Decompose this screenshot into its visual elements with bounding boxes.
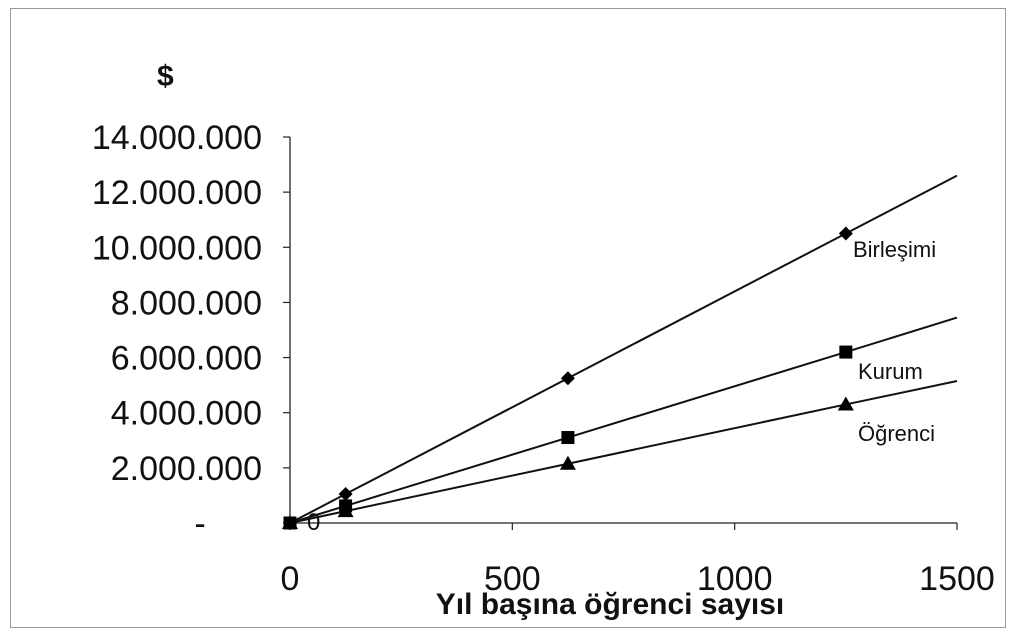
series-lines	[289, 174, 958, 524]
diamond-marker	[560, 371, 575, 386]
series-label: Birleşimi	[853, 237, 936, 262]
y-tick-label: 2.000.000	[111, 450, 262, 488]
triangle-marker	[282, 515, 298, 529]
diamond-marker	[838, 226, 853, 241]
zero-annotation: 0	[307, 509, 320, 536]
square-marker	[839, 345, 853, 359]
axes	[283, 136, 958, 530]
y-tick-label: 4.000.000	[111, 395, 262, 433]
series-label: Öğrenci	[858, 421, 935, 446]
y-unit-label: $	[157, 60, 174, 93]
diamond-marker	[338, 487, 353, 502]
series-markers	[282, 226, 854, 530]
y-tick-label: -	[194, 505, 205, 543]
triangle-marker	[559, 455, 576, 470]
x-tick-label: 500	[484, 560, 541, 598]
x-tick-label: 0	[281, 560, 300, 598]
x-tick-labels: 0 500 1000 1500	[281, 560, 995, 598]
triangle-marker	[837, 396, 854, 411]
x-axis-title: Yıl başına öğrenci sayısı	[436, 588, 785, 621]
y-tick-label: 8.000.000	[111, 284, 262, 322]
series-label: Kurum	[858, 359, 923, 384]
y-tick-label: 14.000.000	[92, 119, 262, 157]
chart-frame	[10, 8, 1006, 628]
square-marker	[561, 431, 575, 445]
x-tick-label: 1500	[919, 560, 995, 598]
series-line	[289, 380, 958, 524]
series-labels: Birleşimi Kurum Öğrenci	[853, 237, 936, 446]
triangle-marker	[337, 503, 354, 518]
y-tick-label: 10.000.000	[92, 229, 262, 267]
x-tick-label: 1000	[697, 560, 773, 598]
y-tick-label: 12.000.000	[92, 174, 262, 212]
y-tick-labels: - 2.000.000 4.000.000 6.000.000 8.000.000 10.…	[92, 119, 262, 543]
y-tick-label: 6.000.000	[111, 340, 262, 378]
